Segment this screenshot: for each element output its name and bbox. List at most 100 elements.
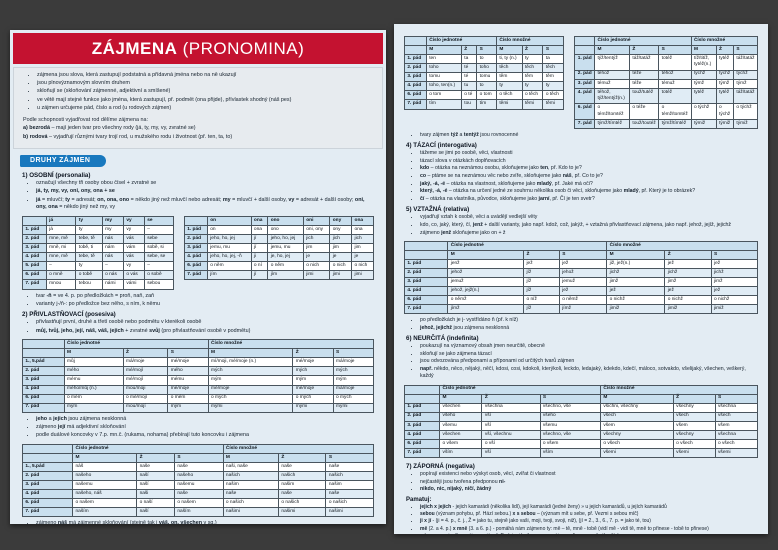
table-cell: S (658, 45, 692, 56)
list-item: nikdo, nic, nijaký, ničí, žádný (420, 486, 756, 493)
table-row: 4. pád toho, ten(n.) tu to ty ty ty (404, 81, 565, 92)
table-cell: našimi (325, 507, 374, 518)
table-group-row: Číslo jednotné Číslo množné (574, 35, 759, 47)
table-cell: jim (329, 243, 353, 254)
table-cell: vším (539, 447, 601, 459)
table-cell: je, ho, jej (267, 252, 304, 263)
table-cell: 3. pád (183, 243, 208, 254)
table-cell: tytéž (690, 87, 717, 105)
table-cell: 6. pád (183, 261, 208, 272)
table-row: 1. pád všechen všechna všechno, vše všichni,… (403, 402, 759, 413)
table-cell: tebe, tě (75, 234, 103, 245)
table-cell: naše (325, 489, 374, 500)
table-cell: jež (558, 258, 608, 269)
table-cell: Číslo množné (690, 35, 759, 47)
table-cell: o nás (101, 270, 124, 281)
table-cell: vší (481, 420, 541, 431)
table-cell: 7. pád (403, 304, 449, 315)
table-cell: o mé/mojí (122, 393, 169, 404)
table-cell: má/moje (332, 384, 375, 395)
jenz-table-row: Číslo jednotné Číslo množné M Ž S M Ž S 1. pád je… (403, 239, 759, 317)
table-cell: 6. pád (574, 103, 596, 120)
table-cell: o všech (672, 438, 716, 449)
table-cell: té (460, 72, 478, 83)
table-cell: má/moje (332, 357, 375, 368)
osobni-notes: tvar -ň = ve 4. p. po předložkách = proň… (10, 293, 386, 309)
table-cell: všemu (539, 420, 601, 431)
table-nas: Číslo jednotné Číslo množné M Ž S M Ž S 1., 5.pá… (21, 443, 375, 518)
table-cell: jich (351, 234, 374, 245)
table-cell: o níž (523, 295, 560, 306)
list-item: můj, tvůj, jeho, její, náš, váš, jejich … (36, 328, 374, 336)
table-cell: 7. pád (574, 118, 596, 129)
osobni-notes-list: tvar -ň = ve 4. p. po předložkách = proň… (22, 293, 374, 309)
table-cell: naše (174, 489, 224, 500)
table-cell: ona (250, 225, 269, 236)
table-cell: ony (329, 225, 353, 236)
table-cell: jimi (351, 270, 374, 281)
table-cell: o nichž (710, 295, 759, 306)
table-cell: o ní (250, 261, 269, 272)
table-row: 7. pád tím tou tím těmi těmi těmi (404, 99, 565, 110)
table-cell: 6. pád (404, 90, 427, 101)
table-cell: Číslo množné (222, 443, 375, 454)
list-item: já = mluvčí; ty = adresát; on, ona, ono … (36, 197, 374, 212)
table-cell: týmž (733, 78, 758, 89)
table-cell: jimiž (710, 304, 759, 315)
table-cell: vším (439, 447, 483, 459)
list-item: kdo, co, jaký, který, čí, jenž + další v… (420, 222, 756, 229)
list-item: tvary zájmen týž a tentýž jsou rovnocenn… (420, 132, 756, 139)
table-cell: táž/tatáž (733, 54, 758, 71)
table-cell: ta (460, 54, 478, 65)
list-item: ji x jí - (ji = 4. p., č. j., Ž = jako t… (420, 518, 756, 525)
list-item: přivlastňují první, druhé a třetí osobě … (36, 319, 374, 327)
list-item: skloňují se jako zájmena tázací (420, 351, 756, 358)
table-cell: jeho, ho, jej (206, 234, 252, 245)
vztazna-bullet-list: vyjadřují vztah k osobě, věci a uvádějí … (406, 214, 756, 237)
table-cell: 1. pád (183, 225, 208, 236)
table-cell: jichž (606, 267, 666, 279)
table-cell: témuž (658, 78, 692, 89)
table-cell: Ž (521, 45, 544, 56)
table-cell: sobě, si (143, 243, 174, 254)
table-cell: jímž (558, 304, 608, 315)
table-cell: vší (481, 411, 541, 422)
table-cell: 3. pád (574, 78, 596, 89)
list-item: b) rodová – vyjadřují různými tvary troj… (23, 133, 233, 140)
table-cell: 3. pád (403, 277, 449, 288)
table-cell: Ž (523, 249, 560, 260)
table-cell: S (558, 249, 608, 260)
table-cell: ty (75, 261, 103, 272)
table-cell: oni, ony (302, 225, 331, 236)
table-cell: jimž (664, 277, 712, 288)
table-cell: Číslo jednotné (439, 384, 601, 395)
table-cell: mé/moje (167, 384, 209, 395)
table-cell: o našich (325, 498, 374, 509)
table-cell: o nichž (606, 295, 666, 306)
table-cell: jíž (523, 267, 560, 279)
table-cell: vší, všechnu (481, 429, 541, 440)
table-row: 6. pád o témž/tomtéž o téže o témž/tomtéž o … (574, 103, 758, 120)
list-item: označují všechny tři osoby obou čísel + … (36, 180, 374, 188)
table-cell: všechna (481, 402, 541, 413)
table-cell: ty (542, 81, 565, 92)
table-cell: námi (101, 279, 124, 290)
table-row: 4. pád všechen vší, všechnu všechno, vše vše… (403, 429, 759, 440)
list-item: jeho a jejich jsou zájmena nesklonná (36, 416, 374, 424)
table-cell: našimi (278, 507, 327, 518)
table-cell: Ž (278, 452, 327, 463)
table-cell: našemu (174, 479, 224, 491)
vsechen-table-row: Číslo jednotné Číslo množné M Ž S M Ž S 1. pád vš… (403, 383, 759, 461)
table-cell: 4. pád (403, 286, 449, 297)
table-cell: našeho (174, 470, 224, 481)
list-item: já, ty, my, vy, oni, ony, ona + se (36, 188, 374, 196)
table-cell: naším (72, 507, 138, 518)
table-cell: jimiž (664, 304, 712, 315)
table-cell: téhož (658, 69, 692, 80)
table-cell: o mých (292, 393, 334, 404)
table-cell: Číslo jednotné (72, 443, 224, 454)
table-cell: touž/toutéž (628, 118, 660, 129)
table-cell: Ž (136, 452, 175, 463)
table-cell: 7. pád (404, 99, 427, 110)
